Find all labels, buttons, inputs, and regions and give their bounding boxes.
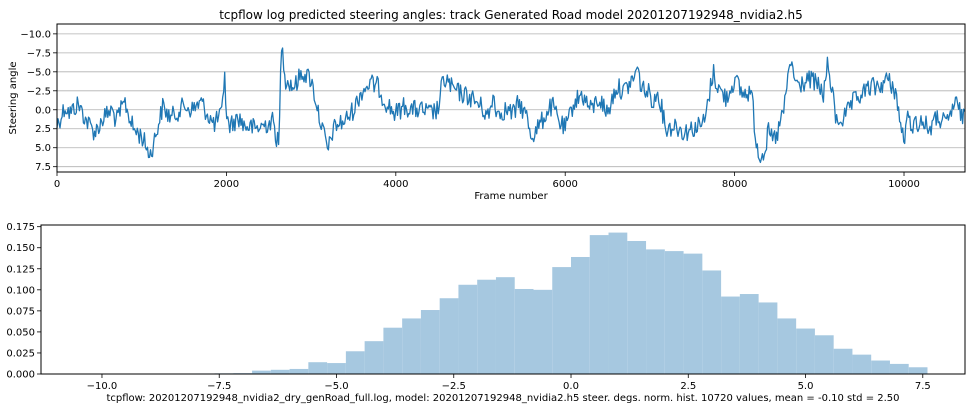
histogram-bar bbox=[739, 294, 759, 374]
top-x-tick-label: 6000 bbox=[552, 179, 577, 190]
histogram-bar bbox=[721, 296, 740, 374]
steering-angle-series-line bbox=[56, 47, 966, 164]
histogram-bar bbox=[289, 368, 309, 374]
bottom-x-tick-label: −2.5 bbox=[442, 381, 466, 392]
bottom-y-tick-label: 0.150 bbox=[6, 243, 35, 254]
histogram-bar bbox=[477, 279, 496, 374]
histogram-bar bbox=[758, 302, 778, 374]
histogram-bar bbox=[702, 270, 722, 374]
histogram-bar bbox=[252, 370, 271, 374]
bottom-chart-frame bbox=[40, 224, 966, 375]
bottom-x-tick-label: −5.0 bbox=[324, 381, 348, 392]
bottom-y-tick-label: 0.100 bbox=[6, 285, 35, 296]
top-x-tick-label: 0 bbox=[54, 179, 60, 190]
bottom-y-tick-label: 0.050 bbox=[6, 327, 35, 338]
histogram-bar bbox=[908, 367, 928, 374]
histogram-bar bbox=[627, 240, 647, 374]
histogram-bar bbox=[345, 351, 365, 374]
top-y-tick-label: 5.0 bbox=[35, 143, 51, 154]
histogram-bar bbox=[814, 335, 834, 374]
histogram-bar bbox=[270, 369, 290, 374]
top-chart-x-axis-ticks: 0 2000 4000 6000 8000 10000 bbox=[54, 172, 920, 190]
histogram-bar bbox=[777, 318, 797, 374]
bottom-chart-x-axis-label: tcpflow: 20201207192948_nvidia2_dry_genR… bbox=[106, 393, 899, 404]
top-chart-title: tcpflow log predicted steering angles: t… bbox=[219, 8, 803, 22]
histogram-bar bbox=[495, 277, 515, 374]
bottom-x-tick-label: 7.5 bbox=[915, 381, 931, 392]
histogram-bar bbox=[327, 363, 346, 374]
histogram-bar bbox=[871, 360, 890, 374]
histogram-bar bbox=[308, 362, 328, 374]
bottom-chart-y-axis-ticks: 0.000 0.025 0.050 0.075 0.100 0.125 0.150 0.175 bbox=[6, 222, 41, 381]
top-chart-y-axis-label: Steering angle bbox=[8, 61, 19, 134]
bottom-x-tick-label: 0.0 bbox=[563, 381, 579, 392]
top-chart-y-axis-ticks: −10.0 −7.5 −5.0 −2.5 0.0 2.5 5.0 7.5 bbox=[20, 29, 57, 173]
histogram-bar bbox=[552, 267, 572, 374]
bottom-y-tick-label: 0.075 bbox=[6, 306, 35, 317]
steering-angle-line-chart: tcpflow log predicted steering angles: t… bbox=[8, 8, 966, 202]
top-y-tick-label: 0.0 bbox=[35, 105, 51, 116]
steering-histogram-chart: −10.0 −7.5 −5.0 −2.5 0.0 2.5 5.0 7.5 0.000 0.025… bbox=[6, 222, 966, 404]
top-y-tick-label: −5.0 bbox=[27, 67, 51, 78]
top-x-tick-label: 2000 bbox=[214, 179, 239, 190]
top-y-tick-label: 2.5 bbox=[35, 124, 51, 135]
histogram-bar bbox=[683, 253, 703, 374]
top-chart-gridlines bbox=[57, 33, 965, 168]
histogram-bar bbox=[608, 232, 628, 374]
bottom-y-tick-label: 0.000 bbox=[6, 370, 35, 381]
bottom-x-tick-label: 2.5 bbox=[680, 381, 696, 392]
top-chart-series bbox=[56, 47, 966, 164]
histogram-bar bbox=[514, 288, 534, 374]
histogram-bar bbox=[589, 235, 609, 374]
histogram-bar bbox=[364, 341, 384, 374]
histogram-bar bbox=[458, 284, 478, 374]
histogram-bar bbox=[852, 354, 872, 374]
bottom-x-tick-label: −10.0 bbox=[87, 381, 118, 392]
bottom-y-tick-label: 0.125 bbox=[6, 264, 35, 275]
histogram-bar bbox=[439, 298, 459, 374]
histogram-bar bbox=[833, 348, 853, 374]
histogram-bar bbox=[646, 249, 665, 374]
histogram-bar bbox=[402, 318, 421, 374]
top-y-tick-label: −10.0 bbox=[20, 29, 51, 40]
bottom-y-tick-label: 0.025 bbox=[6, 348, 35, 359]
histogram-bar bbox=[571, 256, 590, 374]
top-y-tick-label: 7.5 bbox=[35, 162, 51, 173]
top-y-tick-label: −2.5 bbox=[27, 86, 51, 97]
bottom-x-tick-label: −7.5 bbox=[207, 381, 231, 392]
bottom-x-tick-label: 5.0 bbox=[798, 381, 814, 392]
top-x-tick-label: 10000 bbox=[888, 179, 920, 190]
histogram-bars bbox=[64, 232, 928, 374]
histogram-bar bbox=[889, 363, 909, 374]
histogram-bar bbox=[664, 251, 684, 374]
bottom-chart-x-axis-ticks: −10.0 −7.5 −5.0 −2.5 0.0 2.5 5.0 7.5 bbox=[87, 374, 931, 392]
histogram-bar bbox=[796, 328, 815, 374]
histogram-bar bbox=[533, 289, 553, 374]
histogram-bar bbox=[420, 310, 440, 374]
top-x-tick-label: 8000 bbox=[722, 179, 747, 190]
top-x-tick-label: 4000 bbox=[383, 179, 408, 190]
top-y-tick-label: −7.5 bbox=[27, 48, 51, 59]
top-chart-x-axis-label: Frame number bbox=[474, 191, 548, 202]
histogram-bar bbox=[383, 327, 403, 374]
top-chart-frame bbox=[56, 23, 966, 173]
bottom-y-tick-label: 0.175 bbox=[6, 222, 35, 233]
